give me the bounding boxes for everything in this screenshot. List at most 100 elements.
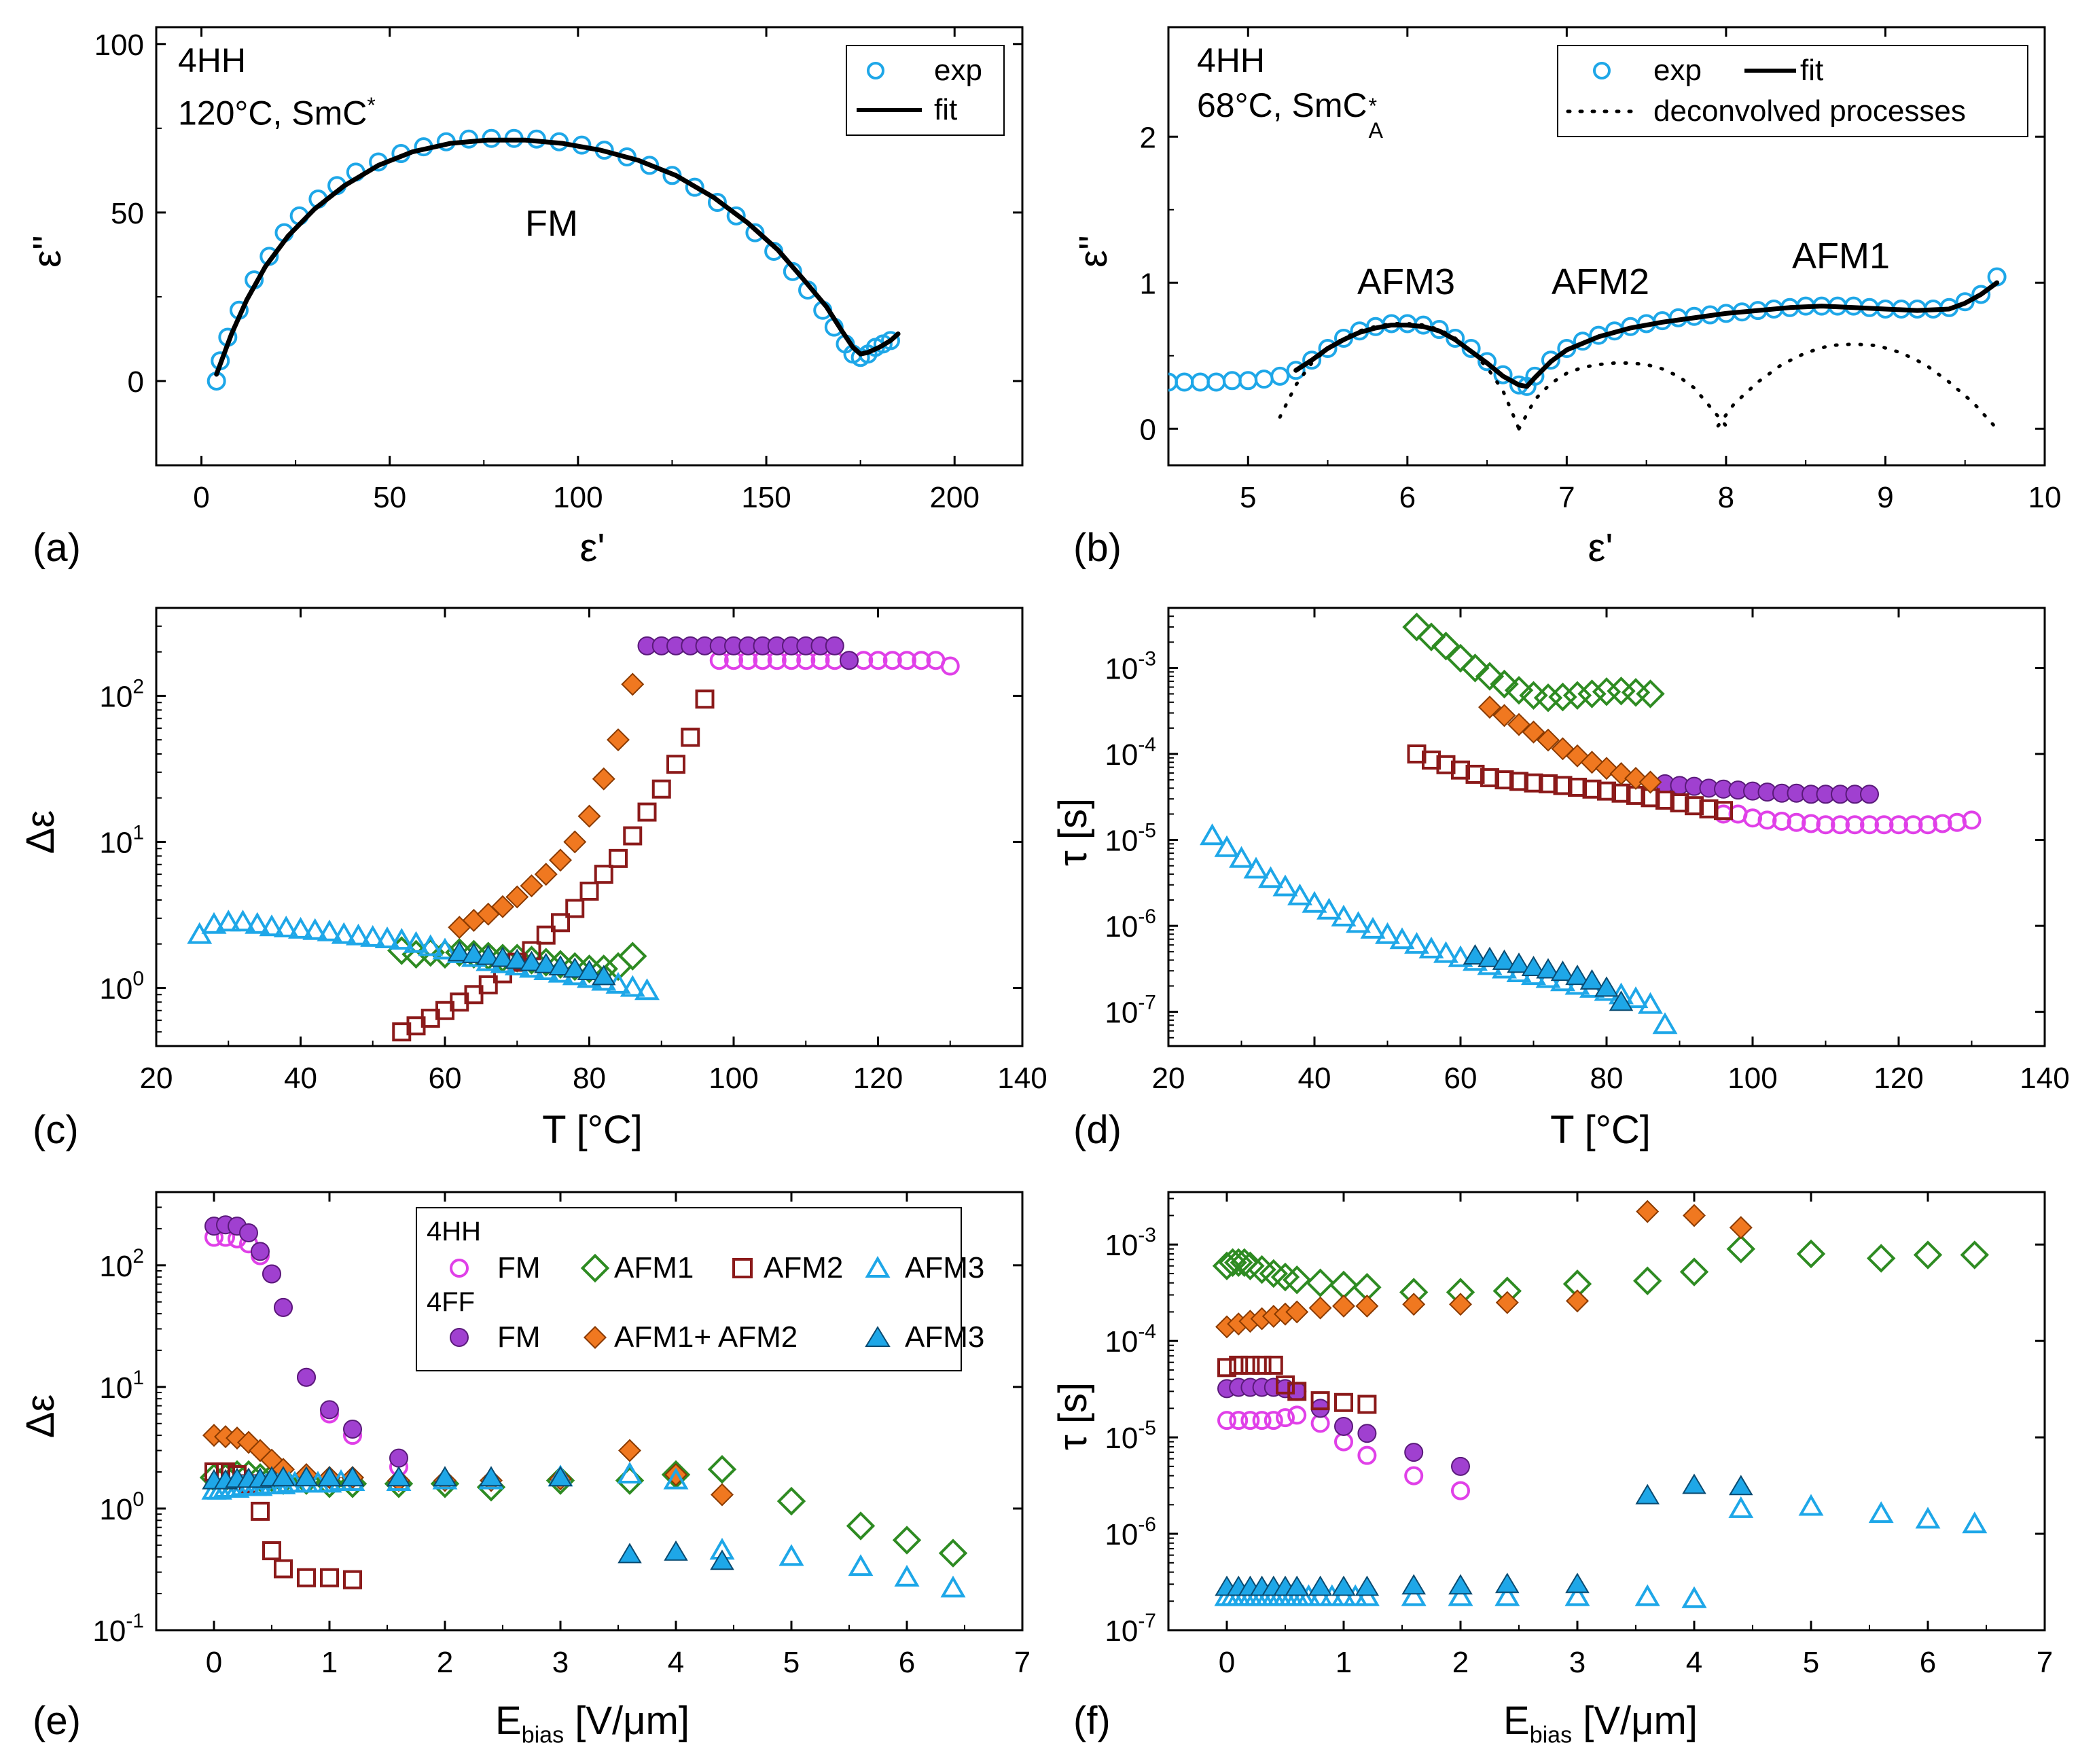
point-e-afm3-4ff <box>340 1466 365 1487</box>
point-f-fm-4hh <box>1240 1411 1260 1430</box>
legend-e-afm3-4hh-marker <box>865 1255 891 1278</box>
point-e-afm3-4hh <box>894 1564 920 1587</box>
legend-e-afm1-4hh-marker <box>580 1253 610 1283</box>
point-c-fm-4hh <box>882 651 902 670</box>
point-e-afm1-4hh <box>892 1526 922 1555</box>
point-f-afm3-4hh <box>1728 1496 1754 1518</box>
point-d-afm2-4hh <box>1553 776 1573 795</box>
point-d-afm3-4hh <box>1389 927 1415 950</box>
point-f-afm1-afm2-4ff <box>1566 1289 1589 1313</box>
point-d-fm-4hh <box>1889 815 1908 835</box>
point-f-afm3-4hh <box>1448 1584 1473 1606</box>
point-e-afm3-4ff <box>271 1466 295 1487</box>
x-tick-label-c: 40 <box>284 1062 317 1095</box>
point-e-afm1-afm2-4ff <box>618 1439 641 1462</box>
legend-e-fm-4hh-marker <box>450 1259 469 1278</box>
point-e-afm1-4hh <box>938 1538 968 1568</box>
panel-label-e: (e) <box>33 1699 81 1743</box>
point-d-afm3-4ff <box>1609 990 1634 1011</box>
legend-e-fm-4ff-label: FM <box>497 1320 541 1354</box>
point-d-afm2-4hh <box>1539 774 1558 793</box>
point-d-afm2-4hh <box>1714 801 1733 821</box>
point-a-exp <box>685 177 704 197</box>
point-d-fm-4hh <box>1772 812 1791 831</box>
point-e-afm1-4hh <box>846 1511 876 1541</box>
legend-e: 4HH FM AFM1 AFM2 AFM3 4FF FM AFM1+ AFM2 … <box>416 1207 984 1371</box>
point-d-afm1-4hh <box>1461 653 1490 683</box>
y-tick-label-c: 101 <box>99 821 144 859</box>
point-c-afm1-afm2-4ff <box>563 830 587 854</box>
point-d-afm3-4hh <box>1287 883 1312 905</box>
x-tick-label-b: 6 <box>1399 481 1416 514</box>
point-f-afm3-4hh <box>1681 1586 1707 1608</box>
point-e-fm-4ff <box>320 1400 339 1420</box>
point-d-fm-4ff <box>1860 785 1879 804</box>
point-d-afm3-4hh <box>1375 922 1400 944</box>
point-f-afm3-4ff <box>1729 1475 1753 1496</box>
point-f-afm2-4hh <box>1229 1355 1249 1375</box>
point-d-afm2-4hh <box>1568 778 1587 797</box>
point-c-afm3-4hh <box>302 918 328 940</box>
point-d-afm2-4hh <box>1670 793 1689 812</box>
point-f-fm-4ff <box>1404 1443 1424 1462</box>
point-c-afm2-4hh <box>695 689 715 709</box>
point-d-afm3-4hh <box>1433 941 1458 963</box>
point-d-afm1-afm2-4ff <box>1522 720 1545 744</box>
y-tick-label-e: 101 <box>99 1367 144 1405</box>
point-f-fm-4hh <box>1451 1481 1470 1500</box>
legend-e-afm2-4hh-label: AFM2 <box>764 1251 844 1284</box>
info-a-sample: 4HH <box>178 41 247 79</box>
info-b-sample: 4HH <box>1197 41 1266 79</box>
point-b-exp <box>1238 371 1258 391</box>
point-c-afm3-4ff <box>591 965 616 986</box>
point-d-afm1-afm2-4ff <box>1492 704 1516 727</box>
point-c-afm1-afm2-4ff <box>577 804 601 828</box>
point-c-afm3-4ff <box>461 942 486 963</box>
point-f-afm1-4hh <box>1270 1262 1300 1292</box>
point-f-afm3-4hh <box>1564 1584 1590 1606</box>
point-d-afm2-4hh <box>1407 744 1427 763</box>
chart-e-plot: 0 1 2 3 4 5 6 7 10-1 100 101 102 <box>92 1191 1031 1679</box>
point-f-fm-4ff <box>1357 1424 1377 1443</box>
point-b-exp <box>1254 370 1274 389</box>
x-tick-label-e: 4 <box>668 1646 684 1679</box>
point-c-afm2-4hh <box>536 925 556 945</box>
legend-e-fm-4ff-marker <box>450 1328 469 1347</box>
x-tick-label-f: 2 <box>1452 1646 1469 1679</box>
y-tick-label-d: 10-3 <box>1105 647 1156 685</box>
y-tick-label-f: 10-4 <box>1105 1320 1156 1358</box>
ylabel-c: Δε <box>18 810 62 854</box>
info-a: 4HH 120°C, SmC* <box>178 38 376 136</box>
panel-label-d: (d) <box>1073 1108 1122 1152</box>
point-f-afm1-afm2-4ff <box>1285 1300 1309 1324</box>
plot-frame-b <box>1167 26 2046 467</box>
x-tick-label-e: 2 <box>437 1646 453 1679</box>
y-tick-label-f: 10-5 <box>1105 1417 1156 1455</box>
legend-e-fm-4hh-label: FM <box>497 1251 541 1284</box>
point-f-fm-4hh <box>1287 1405 1307 1425</box>
chart-panel-b: 5 6 7 8 9 10 0 1 2 4HH 68°C, SmC * A exp fit decon… <box>1039 0 2078 588</box>
point-d-afm3-4hh <box>1623 986 1649 1009</box>
point-d-afm3-4ff <box>1579 969 1605 990</box>
point-d-afm1-4hh <box>1504 676 1534 705</box>
point-c-afm3-4hh <box>374 926 400 948</box>
y-tick-label-a: 100 <box>94 29 144 62</box>
point-e-fm-4ff <box>274 1297 293 1317</box>
point-d-afm3-4ff <box>1507 952 1531 973</box>
point-f-afm1-afm2-4ff <box>1729 1216 1753 1240</box>
point-f-afm3-4hh <box>1962 1511 1988 1534</box>
point-d-afm2-4hh <box>1597 781 1616 801</box>
xlabel-e: Ebias [V/μm] <box>495 1699 689 1748</box>
point-f-afm1-afm2-4ff <box>1449 1293 1472 1316</box>
point-b-exp <box>1286 361 1306 380</box>
point-f-afm2-4hh <box>1310 1391 1330 1411</box>
chart-panel-c: 20 40 60 80 100 120 140 100 101 102 (c) T [°C] Δε <box>0 588 1047 1172</box>
point-b-exp <box>1302 350 1322 370</box>
x-tick-label-e: 1 <box>321 1646 338 1679</box>
point-d-afm3-4ff <box>1536 958 1560 979</box>
point-c-afm1-4hh <box>618 941 647 971</box>
point-d-afm3-4hh <box>1272 874 1298 897</box>
point-e-afm1-4hh <box>776 1486 806 1516</box>
point-f-afm1-afm2-4ff <box>1495 1291 1519 1314</box>
point-d-afm2-4hh <box>1655 791 1674 810</box>
